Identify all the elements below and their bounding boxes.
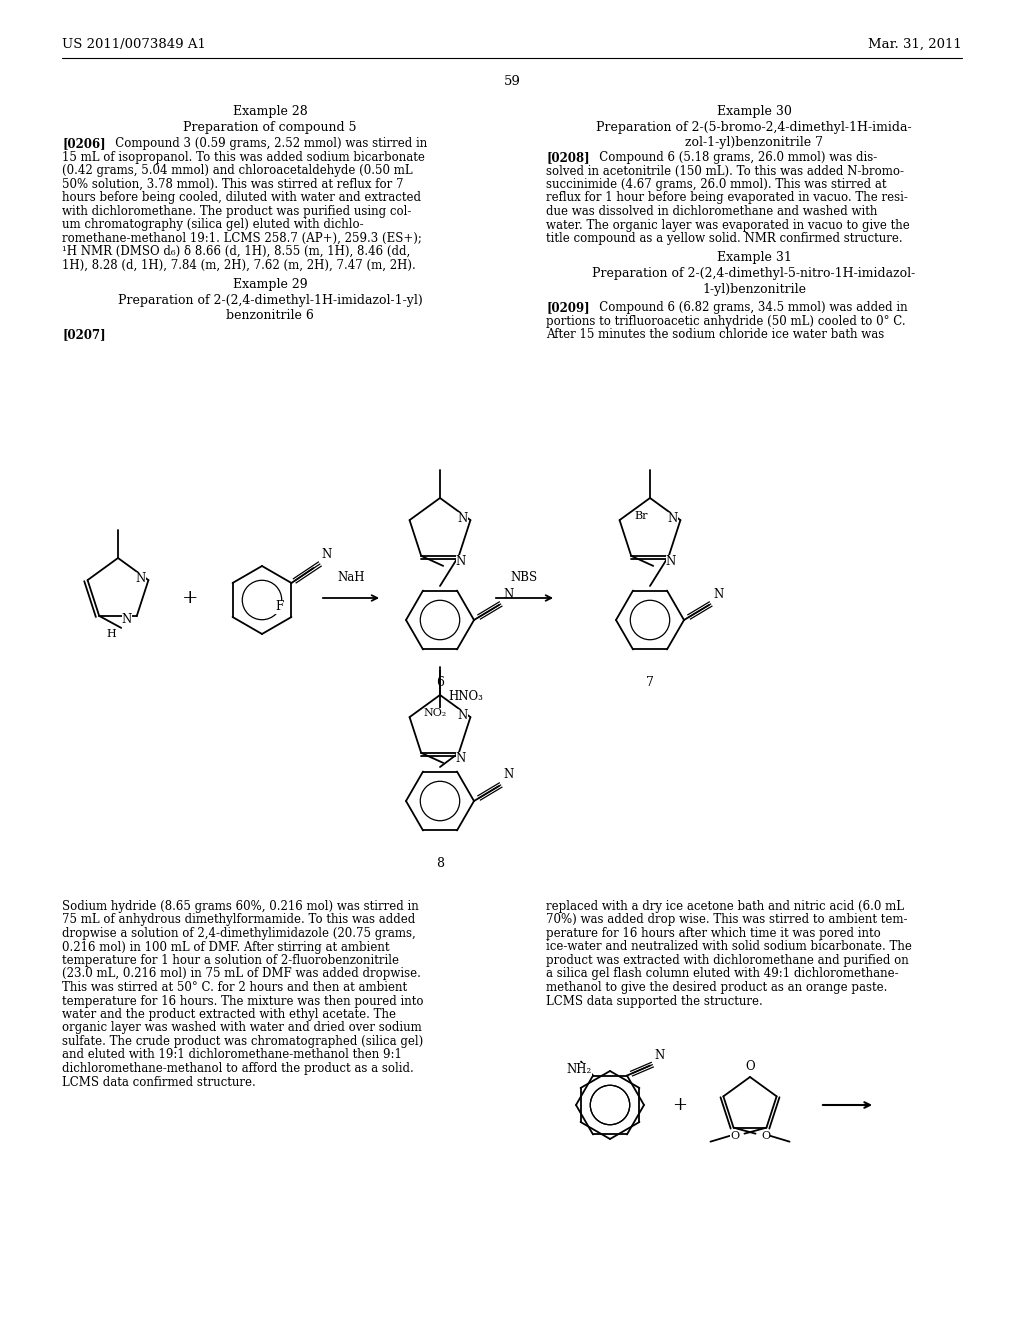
Text: This was stirred at 50° C. for 2 hours and then at ambient: This was stirred at 50° C. for 2 hours a…	[62, 981, 408, 994]
Text: Sodium hydride (8.65 grams 60%, 0.216 mol) was stirred in: Sodium hydride (8.65 grams 60%, 0.216 mo…	[62, 900, 419, 913]
Text: 59: 59	[504, 75, 520, 88]
Text: After 15 minutes the sodium chloride ice water bath was: After 15 minutes the sodium chloride ice…	[546, 329, 885, 342]
Text: 1-yl)benzonitrile: 1-yl)benzonitrile	[702, 282, 806, 296]
Text: temperature for 16 hours. The mixture was then poured into: temperature for 16 hours. The mixture wa…	[62, 994, 424, 1007]
Text: N: N	[666, 556, 676, 569]
Text: NBS: NBS	[510, 572, 538, 583]
Text: NH₂: NH₂	[566, 1063, 592, 1076]
Text: (23.0 mL, 0.216 mol) in 75 mL of DMF was added dropwise.: (23.0 mL, 0.216 mol) in 75 mL of DMF was…	[62, 968, 421, 981]
Text: N: N	[458, 512, 468, 524]
Text: reflux for 1 hour before being evaporated in vacuo. The resi-: reflux for 1 hour before being evaporate…	[546, 191, 908, 205]
Text: ¹H NMR (DMSO d₆) δ 8.66 (d, 1H), 8.55 (m, 1H), 8.46 (dd,: ¹H NMR (DMSO d₆) δ 8.66 (d, 1H), 8.55 (m…	[62, 246, 411, 257]
Text: Example 31: Example 31	[717, 252, 792, 264]
Text: O: O	[730, 1131, 739, 1140]
Text: N: N	[504, 768, 514, 781]
Text: Mar. 31, 2011: Mar. 31, 2011	[868, 38, 962, 51]
Text: N: N	[135, 572, 145, 585]
Text: 8: 8	[436, 857, 444, 870]
Text: N: N	[668, 512, 678, 524]
Text: organic layer was washed with water and dried over sodium: organic layer was washed with water and …	[62, 1022, 422, 1035]
Text: ice-water and neutralized with solid sodium bicarbonate. The: ice-water and neutralized with solid sod…	[546, 940, 912, 953]
Text: with dichloromethane. The product was purified using col-: with dichloromethane. The product was pu…	[62, 205, 412, 218]
Text: um chromatography (silica gel) eluted with dichlo-: um chromatography (silica gel) eluted wi…	[62, 218, 364, 231]
Text: Compound 6 (6.82 grams, 34.5 mmol) was added in: Compound 6 (6.82 grams, 34.5 mmol) was a…	[588, 301, 907, 314]
Text: 75 mL of anhydrous dimethylformamide. To this was added: 75 mL of anhydrous dimethylformamide. To…	[62, 913, 416, 927]
Text: Preparation of 2-(2,4-dimethyl-5-nitro-1H-imidazol-: Preparation of 2-(2,4-dimethyl-5-nitro-1…	[592, 268, 915, 281]
Text: dichloromethane-methanol to afford the product as a solid.: dichloromethane-methanol to afford the p…	[62, 1063, 414, 1074]
Text: N: N	[122, 614, 132, 627]
Text: 6: 6	[436, 676, 444, 689]
Text: N: N	[456, 752, 466, 766]
Text: (0.42 grams, 5.04 mmol) and chloroacetaldehyde (0.50 mL: (0.42 grams, 5.04 mmol) and chloroacetal…	[62, 164, 413, 177]
Text: sulfate. The crude product was chromatographed (silica gel): sulfate. The crude product was chromatog…	[62, 1035, 423, 1048]
Text: portions to trifluoroacetic anhydride (50 mL) cooled to 0° C.: portions to trifluoroacetic anhydride (5…	[546, 315, 905, 327]
Text: 15 mL of isopropanol. To this was added sodium bicarbonate: 15 mL of isopropanol. To this was added …	[62, 150, 425, 164]
Text: benzonitrile 6: benzonitrile 6	[226, 309, 314, 322]
Text: N: N	[456, 556, 466, 569]
Text: 1H), 8.28 (d, 1H), 7.84 (m, 2H), 7.62 (m, 2H), 7.47 (m, 2H).: 1H), 8.28 (d, 1H), 7.84 (m, 2H), 7.62 (m…	[62, 259, 416, 272]
Text: Example 29: Example 29	[232, 279, 307, 290]
Text: N: N	[504, 587, 514, 601]
Text: US 2011/0073849 A1: US 2011/0073849 A1	[62, 38, 206, 51]
Text: [0207]: [0207]	[62, 327, 105, 341]
Text: succinimide (4.67 grams, 26.0 mmol). This was stirred at: succinimide (4.67 grams, 26.0 mmol). Thi…	[546, 178, 887, 191]
Text: HNO₃: HNO₃	[449, 689, 483, 702]
Text: Preparation of compound 5: Preparation of compound 5	[183, 121, 356, 135]
Text: [0208]: [0208]	[546, 150, 590, 164]
Text: NaH: NaH	[337, 572, 365, 583]
Text: solved in acetonitrile (150 mL). To this was added N-bromo-: solved in acetonitrile (150 mL). To this…	[546, 165, 904, 177]
Text: LCMS data confirmed structure.: LCMS data confirmed structure.	[62, 1076, 256, 1089]
Text: [0206]: [0206]	[62, 137, 105, 150]
Text: product was extracted with dichloromethane and purified on: product was extracted with dichlorometha…	[546, 954, 908, 968]
Text: dropwise a solution of 2,4-dimethylimidazole (20.75 grams,: dropwise a solution of 2,4-dimethylimida…	[62, 927, 416, 940]
Text: 0.216 mol) in 100 mL of DMF. After stirring at ambient: 0.216 mol) in 100 mL of DMF. After stirr…	[62, 940, 389, 953]
Text: N: N	[655, 1049, 666, 1063]
Text: water. The organic layer was evaporated in vacuo to give the: water. The organic layer was evaporated …	[546, 219, 909, 231]
Text: [0209]: [0209]	[546, 301, 590, 314]
Text: N: N	[322, 549, 332, 561]
Text: +: +	[181, 589, 199, 607]
Text: water and the product extracted with ethyl acetate. The: water and the product extracted with eth…	[62, 1008, 396, 1020]
Text: a silica gel flash column eluted with 49:1 dichloromethane-: a silica gel flash column eluted with 49…	[546, 968, 899, 981]
Text: Br: Br	[635, 511, 648, 521]
Text: 70%) was added drop wise. This was stirred to ambient tem-: 70%) was added drop wise. This was stirr…	[546, 913, 907, 927]
Text: title compound as a yellow solid. NMR confirmed structure.: title compound as a yellow solid. NMR co…	[546, 232, 902, 246]
Text: O: O	[761, 1131, 770, 1140]
Text: Example 30: Example 30	[717, 106, 792, 117]
Text: methanol to give the desired product as an orange paste.: methanol to give the desired product as …	[546, 981, 888, 994]
Text: NO₂: NO₂	[424, 708, 447, 718]
Text: 7: 7	[646, 676, 654, 689]
Text: N: N	[458, 709, 468, 722]
Text: temperature for 1 hour a solution of 2-fluorobenzonitrile: temperature for 1 hour a solution of 2-f…	[62, 954, 399, 968]
Text: O: O	[745, 1060, 755, 1073]
Text: zol-1-yl)benzonitrile 7: zol-1-yl)benzonitrile 7	[685, 136, 823, 149]
Text: N: N	[714, 587, 724, 601]
Text: Compound 3 (0.59 grams, 2.52 mmol) was stirred in: Compound 3 (0.59 grams, 2.52 mmol) was s…	[104, 137, 427, 150]
Text: Preparation of 2-(5-bromo-2,4-dimethyl-1H-imida-: Preparation of 2-(5-bromo-2,4-dimethyl-1…	[596, 121, 911, 135]
Text: romethane-methanol 19:1. LCMS 258.7 (AP+), 259.3 (ES+);: romethane-methanol 19:1. LCMS 258.7 (AP+…	[62, 231, 422, 244]
Text: 50% solution, 3.78 mmol). This was stirred at reflux for 7: 50% solution, 3.78 mmol). This was stirr…	[62, 177, 403, 190]
Text: F: F	[275, 601, 284, 614]
Text: LCMS data supported the structure.: LCMS data supported the structure.	[546, 994, 763, 1007]
Text: due was dissolved in dichloromethane and washed with: due was dissolved in dichloromethane and…	[546, 205, 878, 218]
Text: perature for 16 hours after which time it was pored into: perature for 16 hours after which time i…	[546, 927, 881, 940]
Text: H: H	[105, 628, 116, 639]
Text: Preparation of 2-(2,4-dimethyl-1H-imidazol-1-yl): Preparation of 2-(2,4-dimethyl-1H-imidaz…	[118, 294, 422, 308]
Text: hours before being cooled, diluted with water and extracted: hours before being cooled, diluted with …	[62, 191, 421, 205]
Text: Compound 6 (5.18 grams, 26.0 mmol) was dis-: Compound 6 (5.18 grams, 26.0 mmol) was d…	[588, 150, 878, 164]
Text: replaced with a dry ice acetone bath and nitric acid (6.0 mL: replaced with a dry ice acetone bath and…	[546, 900, 904, 913]
Text: Example 28: Example 28	[232, 106, 307, 117]
Text: +: +	[673, 1096, 687, 1114]
Text: and eluted with 19:1 dichloromethane-methanol then 9:1: and eluted with 19:1 dichloromethane-met…	[62, 1048, 401, 1061]
